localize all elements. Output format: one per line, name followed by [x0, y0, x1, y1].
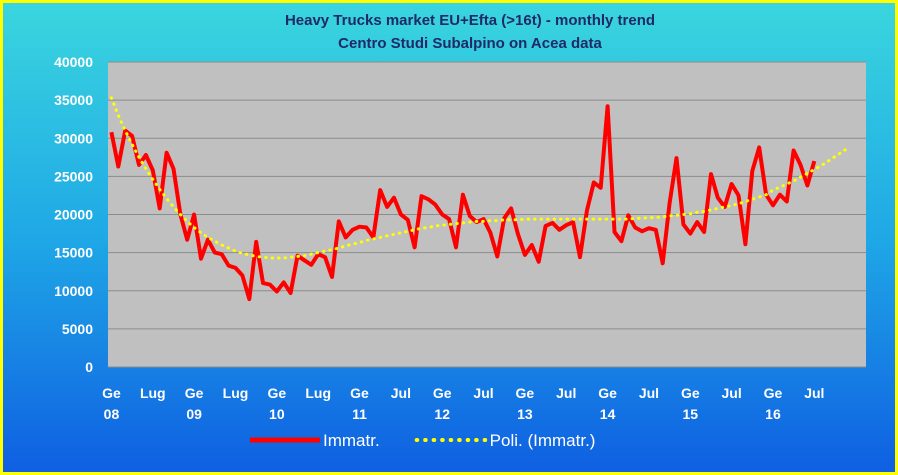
legend-label: Immatr. — [323, 431, 380, 450]
y-tick-label: 25000 — [54, 168, 93, 184]
x-tick-label: Jul — [473, 385, 493, 401]
x-tick-label: Ge 14 — [598, 385, 617, 422]
series-line — [109, 96, 851, 260]
x-tick-label: Jul — [391, 385, 411, 401]
legend: Immatr. Poli. (Immatr.) — [250, 431, 595, 450]
y-tick-label: 40000 — [54, 54, 93, 70]
y-tick-label: 20000 — [54, 207, 93, 223]
x-tick-label: Jul — [722, 385, 742, 401]
x-tick-label: Jul — [804, 385, 824, 401]
x-tick-label: Lug — [140, 385, 166, 401]
y-tick-label: 35000 — [54, 92, 93, 108]
series-line — [109, 104, 817, 302]
x-tick-label: Jul — [556, 385, 576, 401]
labels: 0 5000 10000 15000 20000 25000 30000 35000 40000… — [54, 54, 824, 422]
y-tick-label: 10000 — [54, 283, 93, 299]
y-tick-label: 0 — [85, 359, 93, 375]
x-tick-label: Ge 08 — [102, 385, 121, 422]
lines — [109, 96, 851, 302]
x-tick-label: Ge 12 — [433, 385, 452, 422]
x-tick-label: Lug — [305, 385, 331, 401]
chart-subtitle: Centro Studi Subalpino on Acea data — [338, 35, 602, 52]
y-tick-label: 15000 — [54, 245, 93, 261]
x-tick-label: Ge 09 — [185, 385, 204, 422]
x-tick-label: Ge 16 — [764, 385, 783, 422]
legend-label: Poli. (Immatr.) — [490, 431, 596, 450]
y-tick-label: 30000 — [54, 130, 93, 146]
x-tick-label: Ge 13 — [516, 385, 535, 422]
x-tick-label: Ge 11 — [350, 385, 369, 422]
y-tick-label: 5000 — [62, 321, 93, 337]
x-tick-label: Jul — [639, 385, 659, 401]
grid — [108, 61, 866, 368]
chart-title: Heavy Trucks market EU+Efta (>16t) - mon… — [285, 12, 655, 29]
x-tick-label: Lug — [223, 385, 249, 401]
x-tick-label: Ge 10 — [267, 385, 286, 422]
x-tick-label: Ge 15 — [681, 385, 700, 422]
